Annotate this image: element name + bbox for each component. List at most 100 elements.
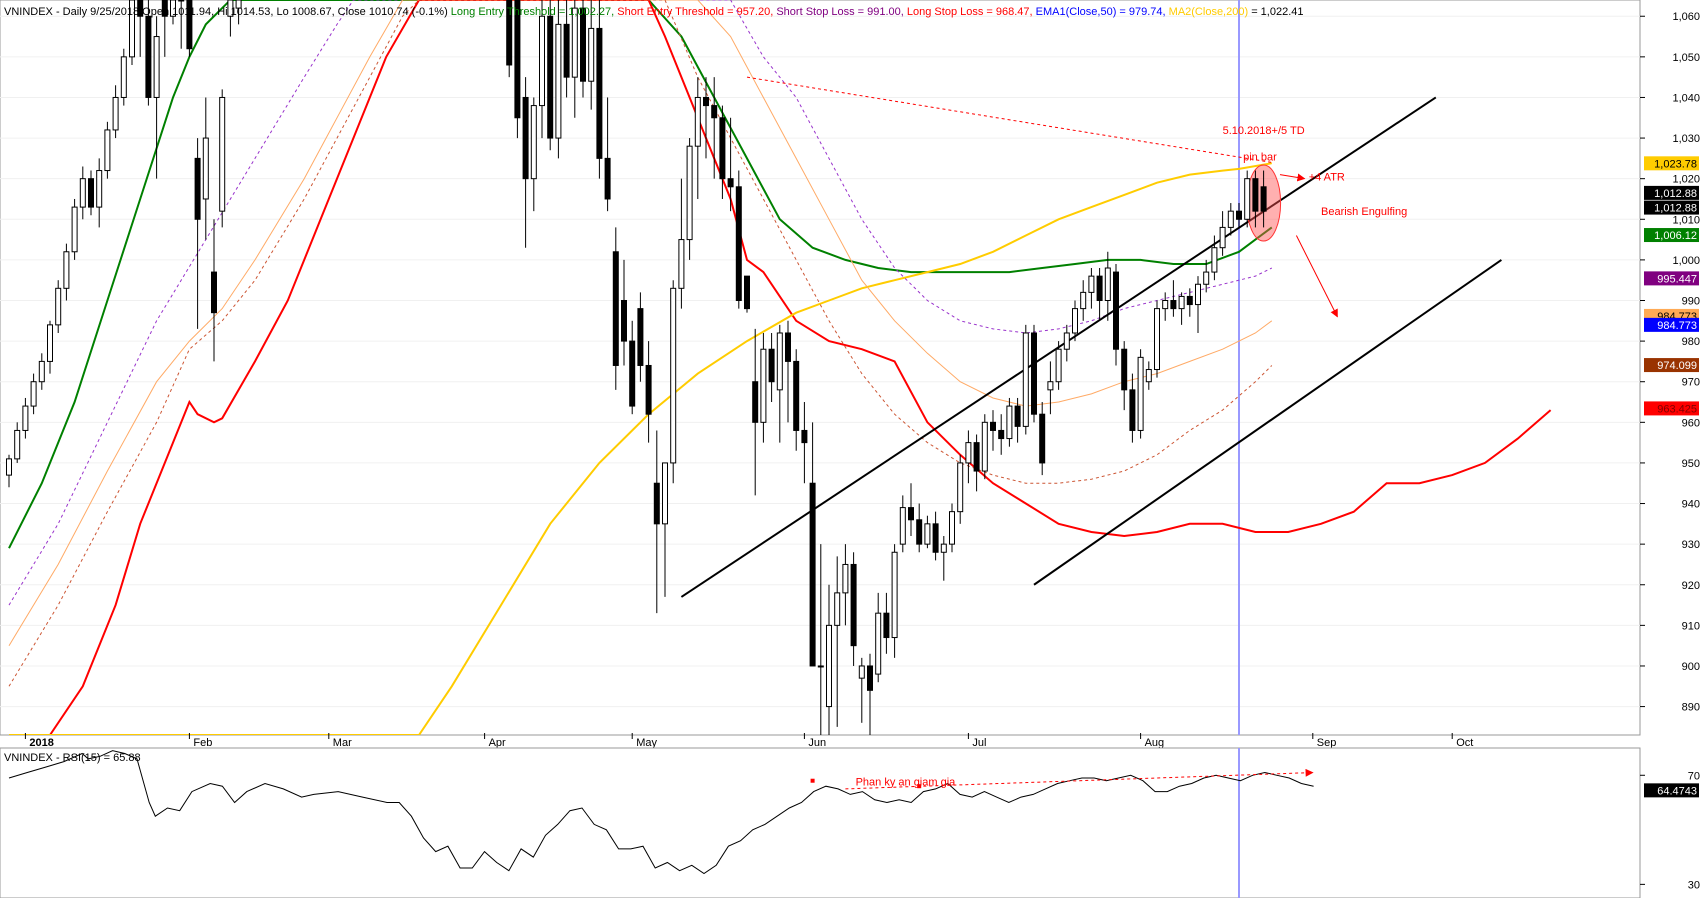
candle-body: [686, 145, 693, 241]
candle-body: [809, 482, 816, 667]
candle-body: [670, 287, 677, 464]
candle-body: [1096, 275, 1103, 301]
candle: [235, 0, 242, 25]
candle-body: [588, 27, 595, 82]
candle-body: [227, 0, 234, 17]
y-tick-label: 900: [1682, 661, 1700, 673]
candle-body: [752, 381, 759, 423]
rsi-value-label: 64.4743: [1644, 783, 1699, 798]
candle-body: [940, 543, 947, 553]
value-label-bg: [1644, 156, 1699, 171]
candle: [801, 402, 808, 484]
candle-body: [850, 563, 857, 647]
candle-body: [1252, 178, 1259, 212]
candle-body: [653, 482, 660, 525]
candle: [842, 544, 849, 626]
candle-body: [1006, 405, 1013, 440]
candle: [153, 16, 160, 179]
candle-body: [186, 0, 193, 50]
line-orange_thin: [8, 0, 1273, 646]
candle: [1154, 300, 1160, 378]
candle: [71, 198, 78, 260]
candle: [1031, 324, 1037, 423]
candle-body: [793, 360, 800, 431]
candle: [211, 219, 217, 362]
candle: [580, 0, 586, 98]
candle: [686, 138, 693, 260]
price-value-labels: 1,023.78 1,012.88 1,012.88 1,006.12 995.447 9…: [1644, 156, 1699, 416]
candle: [727, 117, 734, 212]
indicator-lines: [8, 0, 1552, 735]
candle-body: [170, 0, 176, 17]
x-tick-label: 2018: [29, 737, 53, 749]
candle-body: [612, 251, 619, 366]
title-segment-4: Long Stop Loss = 968.47,: [907, 6, 1036, 18]
candle-body: [735, 186, 742, 301]
candle: [711, 77, 718, 179]
candle-body: [998, 429, 1005, 440]
y-tick-label: 1,040: [1672, 92, 1700, 104]
annotation-label: pin bar: [1243, 151, 1277, 163]
value-label-bg: [1644, 271, 1699, 286]
candle: [760, 332, 767, 443]
candle: [88, 170, 94, 216]
candle-body: [1162, 299, 1169, 310]
line-brown_dash: [8, 0, 1273, 687]
value-label-bg: [1644, 317, 1699, 332]
rsi-value-label-text: 64.4743: [1657, 785, 1697, 797]
value-label-text: 1,012.88: [1654, 188, 1697, 200]
rsi-value-label-bg: [1644, 783, 1699, 798]
candle: [1006, 397, 1013, 447]
candle: [145, 0, 152, 106]
candle: [817, 544, 824, 735]
candle-body: [178, 0, 185, 2]
candle-body: [1039, 413, 1046, 464]
candle-body: [596, 27, 603, 159]
candle-body: [1219, 226, 1226, 249]
candle: [735, 170, 742, 309]
candle-body: [6, 458, 12, 476]
candle-body: [957, 462, 964, 513]
candle: [694, 77, 701, 199]
candle: [22, 397, 29, 439]
candle-body: [129, 0, 135, 58]
candle: [637, 292, 644, 382]
value-label: 984.773: [1644, 317, 1699, 332]
value-label-text: 974.099: [1657, 360, 1697, 372]
y-tick-label: 930: [1682, 539, 1700, 551]
x-tick-label: Jun: [808, 737, 826, 749]
candle: [596, 0, 603, 179]
candle: [112, 85, 119, 139]
value-label-text: 1,023.78: [1654, 158, 1697, 170]
candle-body: [1080, 291, 1087, 310]
candle-body: [202, 137, 209, 200]
annotations: 5.10.2018+/5 TD pin bar +4 ATR Bearish Engu…: [1223, 125, 1408, 218]
candle-body: [1022, 332, 1029, 427]
y-tick-label: 920: [1682, 580, 1700, 592]
price-chart-panel: 5.10.2018+/5 TD pin bar +4 ATR Bearish Engu…: [0, 0, 1700, 749]
candle-body: [55, 287, 62, 326]
candle: [744, 275, 750, 313]
candle: [161, 0, 168, 57]
line-lower_channel: [9, 0, 1552, 735]
rsi-line: [8, 748, 1314, 898]
candle-body: [79, 178, 86, 208]
candle: [899, 495, 906, 553]
candle-body: [1137, 356, 1144, 431]
candle: [104, 121, 111, 179]
price-chart-title: VNINDEX - Daily 9/25/2018 Open 1011.94, …: [4, 6, 1304, 18]
annotation-label: 5.10.2018+/5 TD: [1223, 125, 1305, 137]
candle: [63, 243, 70, 301]
y-tick-label: 1,050: [1672, 52, 1700, 64]
candle: [1096, 268, 1103, 321]
value-label: 1,023.78: [1644, 156, 1699, 171]
candle: [776, 324, 783, 443]
candle-body: [621, 299, 627, 342]
value-label: 974.099: [1644, 358, 1699, 373]
rsi-chart-panel: Phan ky an giam gia 30 70 64.4743 VNINDEX…: [0, 747, 1700, 898]
candle-body: [1014, 405, 1021, 427]
candle: [55, 280, 62, 333]
y-tick-label: 950: [1682, 458, 1700, 470]
candle: [949, 503, 955, 553]
candle: [120, 48, 127, 106]
